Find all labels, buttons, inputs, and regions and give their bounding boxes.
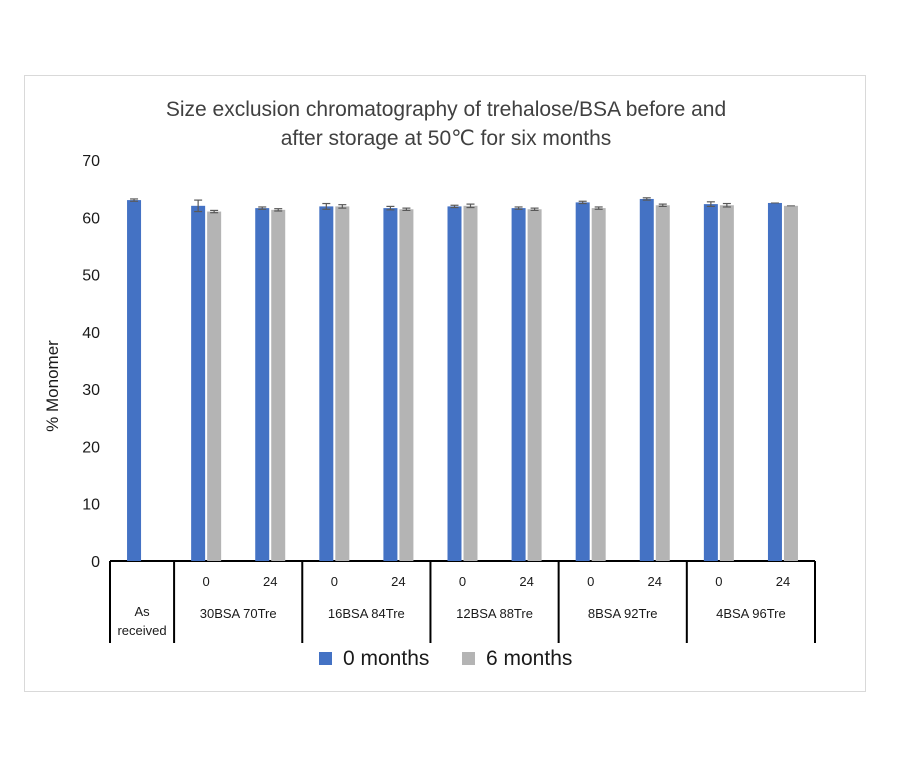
bar-0-months (319, 206, 334, 561)
bar-0-months (191, 205, 206, 562)
x-tick-label: 0 (587, 574, 594, 589)
bar-6-months (335, 206, 350, 561)
legend-label-0-months: 0 months (343, 647, 429, 670)
y-tick-label-50: 50 (82, 268, 100, 285)
bar-6-months (527, 209, 542, 561)
x-tick-label: 0 (203, 574, 210, 589)
legend-label-6-months: 6 months (486, 647, 572, 670)
x-tick-label: 24 (391, 574, 405, 589)
x-tick-label: 0 (459, 574, 466, 589)
x-group-label: 16BSA 84Tre (328, 606, 405, 621)
bar-0-months (255, 208, 270, 561)
chart-title-line-2: after storage at 50℃ for six months (281, 127, 612, 150)
bar-0-months (383, 208, 398, 561)
chart-title-line-1: Size exclusion chromatography of trehalo… (166, 98, 726, 121)
x-group-label: 12BSA 88Tre (456, 606, 533, 621)
bar-0-months (511, 208, 526, 561)
bar-6-months (207, 211, 222, 562)
y-tick-label-40: 40 (82, 325, 100, 342)
bar-0-months (767, 202, 782, 561)
y-axis-title: % Monomer (43, 340, 62, 432)
y-tick-label-30: 30 (82, 382, 100, 399)
y-tick-label-60: 60 (82, 210, 100, 227)
x-tick-label: 0 (715, 574, 722, 589)
bar-0-months (575, 202, 590, 561)
x-tick-label: 24 (263, 574, 277, 589)
bar-6-months (783, 205, 798, 562)
y-tick-label-10: 10 (82, 497, 100, 514)
x-group-label: received (117, 623, 166, 638)
legend-swatch-0-months (319, 652, 332, 665)
bar-6-months (463, 205, 478, 562)
legend-swatch-6-months (462, 652, 475, 665)
x-tick-label: 24 (519, 574, 533, 589)
legend: 0 months 6 months (319, 647, 572, 670)
y-tick-label-20: 20 (82, 439, 100, 456)
y-tick-label-0: 0 (91, 554, 100, 571)
bar-0-months (703, 204, 718, 562)
bar-0-months (639, 198, 654, 561)
x-group-label: 30BSA 70Tre (200, 606, 277, 621)
x-tick-label: 24 (648, 574, 662, 589)
x-group-label: As (134, 604, 150, 619)
bar-6-months (399, 209, 414, 561)
bar-0-months (447, 206, 462, 561)
x-group-label: 8BSA 92Tre (588, 606, 658, 621)
bar-6-months (655, 205, 670, 561)
chart: Size exclusion chromatography of trehalo… (43, 98, 816, 670)
x-tick-label: 24 (776, 574, 790, 589)
x-tick-label: 0 (331, 574, 338, 589)
bar-6-months (591, 208, 606, 561)
plot-area: 0 10 20 30 40 50 60 70 As received 0 24 30BSA 70Tre 0… (82, 153, 816, 643)
bar-0-months (127, 200, 142, 561)
y-tick-label-70: 70 (82, 153, 100, 170)
x-group-label: 4BSA 96Tre (716, 606, 786, 621)
chart-frame: Size exclusion chromatography of trehalo… (24, 75, 866, 692)
bar-6-months (719, 205, 734, 561)
bar-6-months (271, 209, 286, 562)
